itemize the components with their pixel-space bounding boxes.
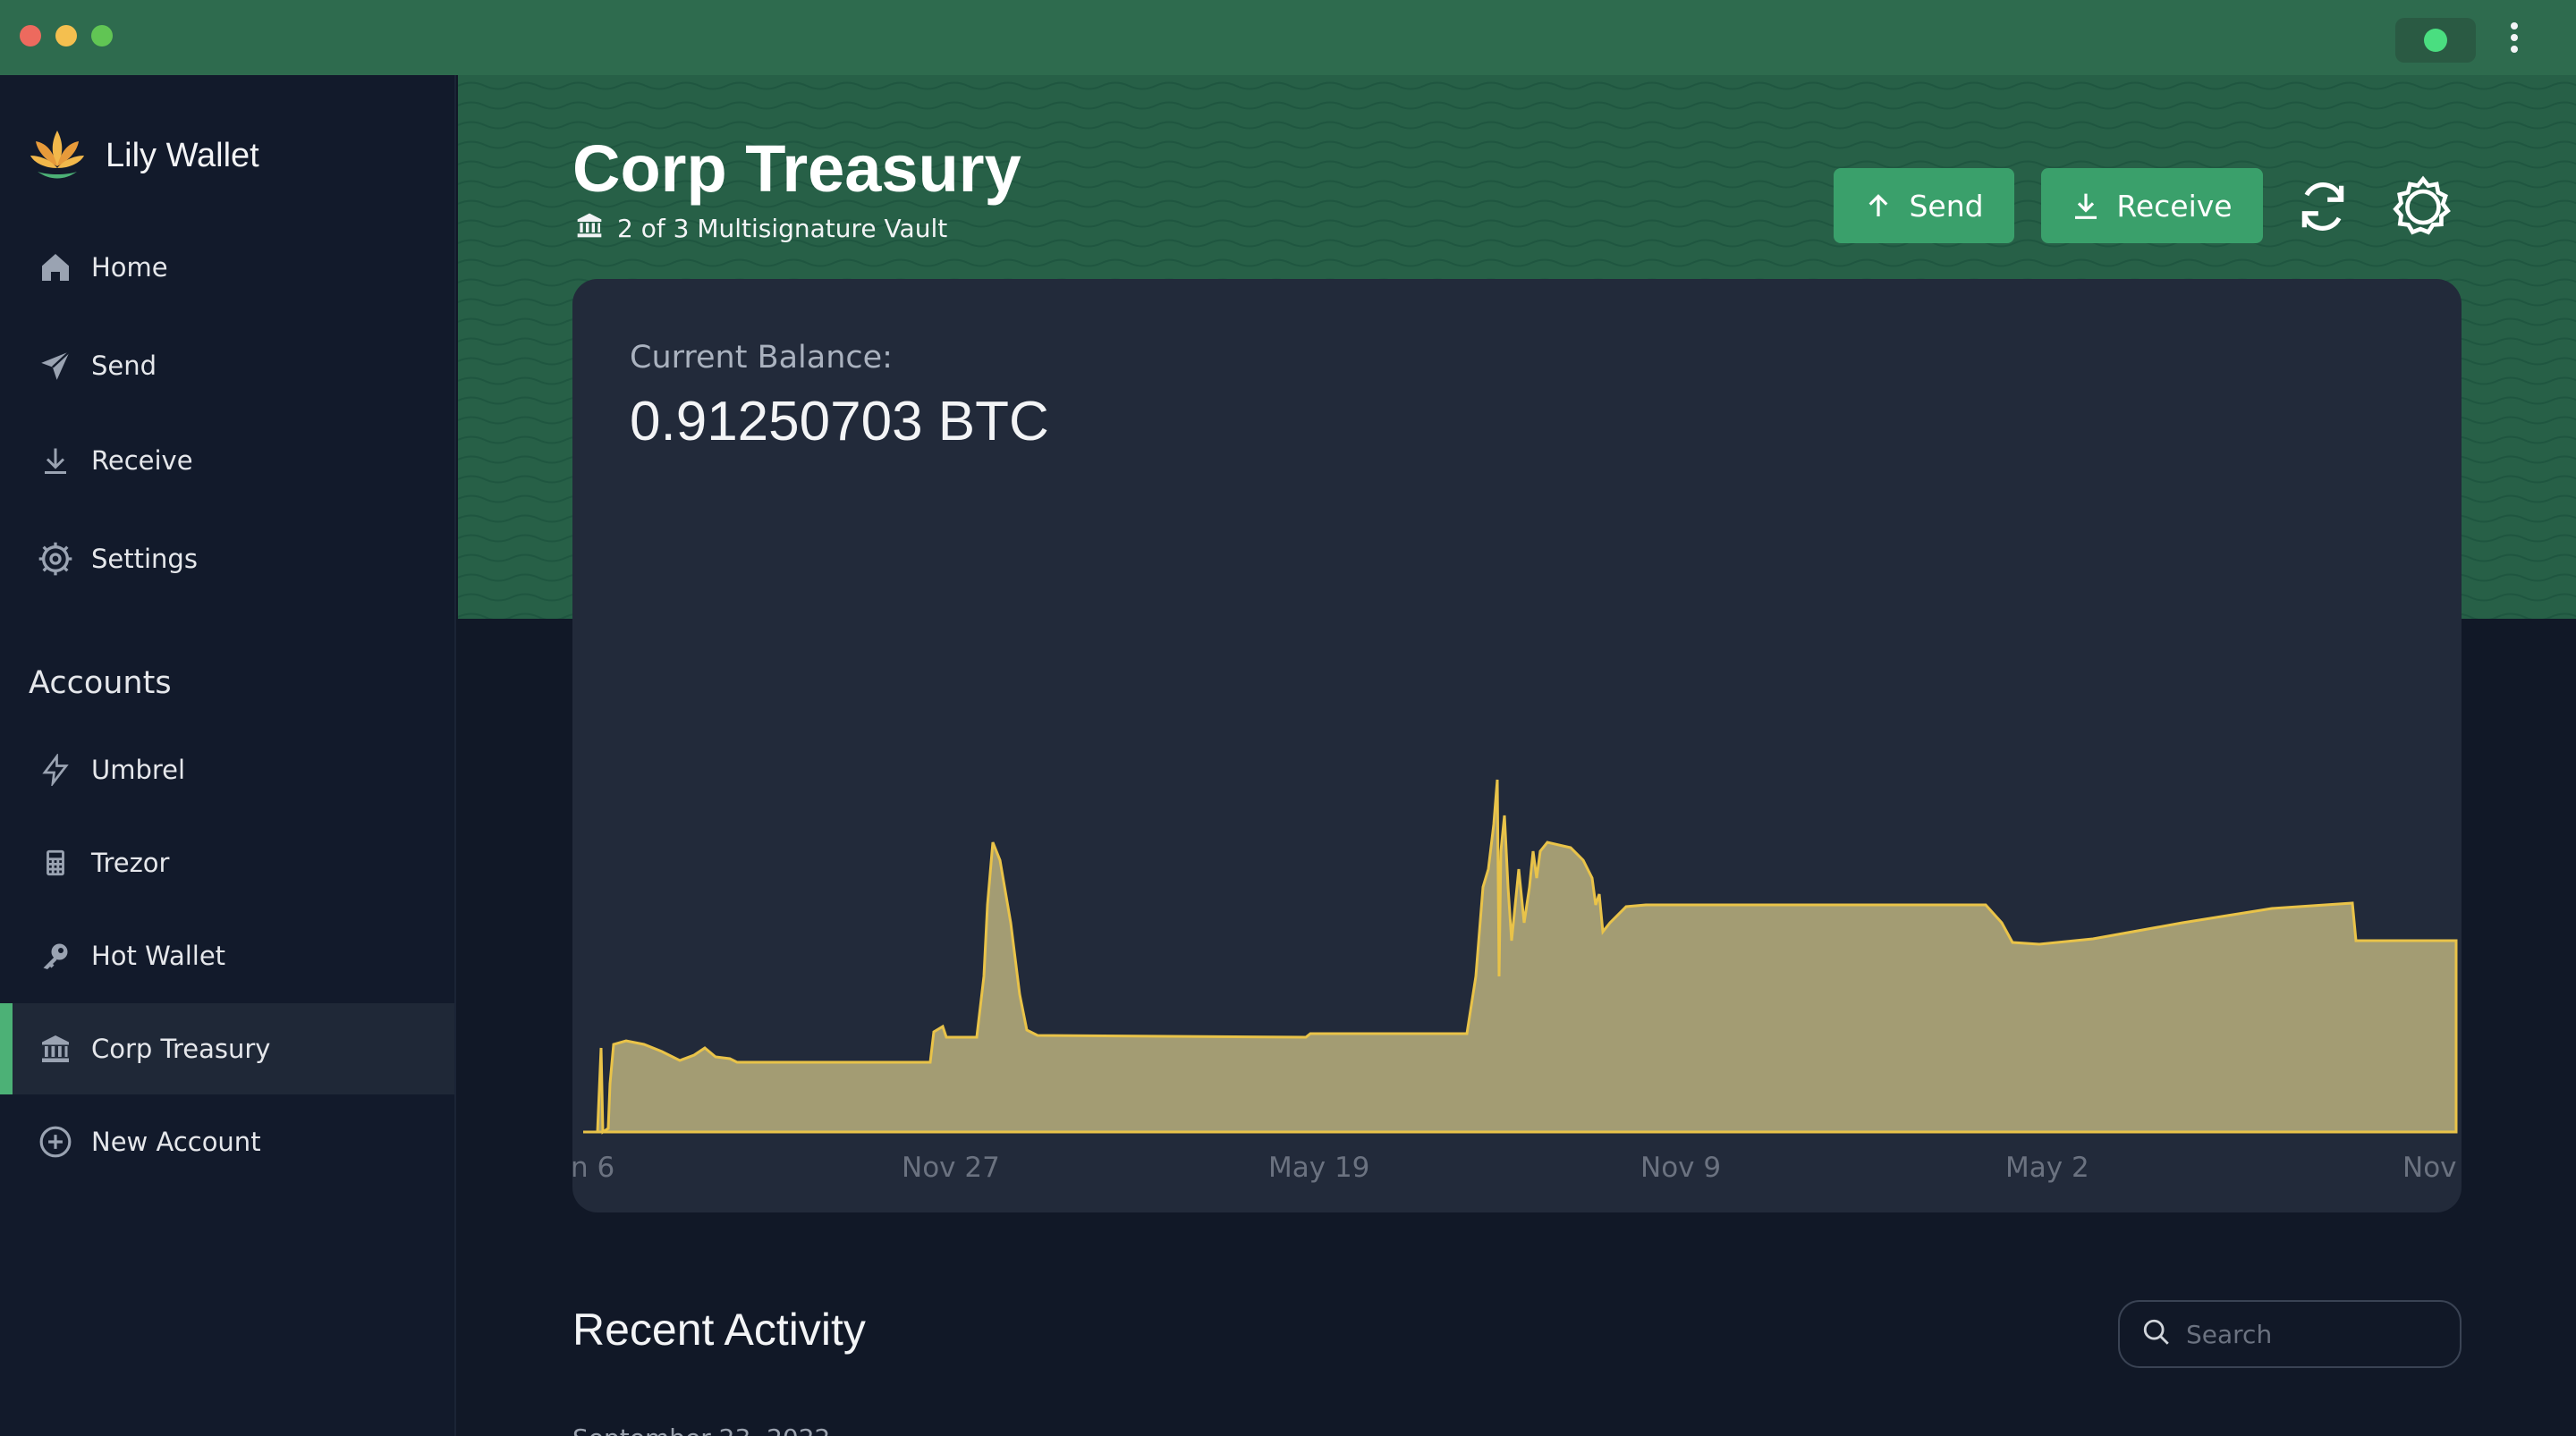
page-title: Corp Treasury	[572, 131, 1021, 206]
close-window-button[interactable]	[20, 25, 41, 46]
x-tick-label: n 6	[572, 1152, 614, 1184]
download-icon	[36, 441, 75, 480]
bank-icon	[36, 1029, 75, 1069]
receive-button-label: Receive	[2116, 188, 2233, 224]
sidebar-item-receive[interactable]: Receive	[0, 415, 454, 506]
balance-label: Current Balance:	[630, 340, 893, 376]
search-input[interactable]	[2186, 1319, 2454, 1349]
balance-chart: n 6 Nov 27 May 19 Nov 9 May 2 Nov	[572, 779, 2458, 1184]
lightning-icon	[36, 750, 75, 790]
sidebar-item-umbrel[interactable]: Umbrel	[0, 724, 454, 815]
balance-card: Current Balance: 0.91250703 BTC n 6 Nov …	[572, 279, 2462, 1212]
sidebar-item-label: Send	[91, 351, 157, 381]
sidebar-item-send[interactable]: Send	[0, 320, 454, 411]
status-dot-icon	[2424, 29, 2447, 52]
send-icon	[36, 346, 75, 385]
sidebar-item-label: Corp Treasury	[91, 1034, 271, 1064]
sidebar-item-corp-treasury[interactable]: Corp Treasury	[0, 1003, 454, 1094]
home-icon	[36, 248, 75, 287]
plus-circle-icon	[36, 1122, 75, 1161]
x-tick-label: Nov	[2402, 1152, 2457, 1184]
window-titlebar	[0, 0, 2576, 75]
accounts-heading: Accounts	[29, 665, 172, 701]
gear-icon	[36, 539, 75, 579]
connection-status[interactable]	[2395, 18, 2476, 63]
x-tick-label: May 2	[2005, 1152, 2089, 1184]
search-icon	[2141, 1317, 2172, 1351]
sidebar-item-label: Home	[91, 252, 168, 283]
app-logo[interactable]: Lily Wallet	[25, 122, 259, 190]
x-tick-label: May 19	[1268, 1152, 1369, 1184]
download-icon	[2072, 190, 2100, 222]
send-button-label: Send	[1909, 188, 1984, 224]
wave-line	[458, 258, 2576, 267]
calculator-icon	[36, 843, 75, 883]
sidebar-item-label: Settings	[91, 544, 198, 574]
app-name: Lily Wallet	[106, 136, 259, 174]
send-button[interactable]: Send	[1834, 168, 2014, 243]
more-menu-icon[interactable]	[2503, 20, 2526, 59]
key-icon	[36, 936, 75, 976]
wave-line	[458, 81, 2576, 90]
search-box[interactable]	[2118, 1300, 2462, 1368]
wave-line	[458, 121, 2576, 130]
sidebar-item-label: Receive	[91, 445, 193, 476]
settings-gear-icon[interactable]	[2390, 173, 2456, 240]
arrow-up-icon	[1864, 191, 1893, 220]
minimize-window-button[interactable]	[55, 25, 77, 46]
balance-area	[583, 779, 2458, 1135]
sidebar-item-new-account[interactable]: New Account	[0, 1096, 454, 1187]
receive-button[interactable]: Receive	[2041, 168, 2263, 243]
main-content: Corp Treasury 2 of 3 Multisignature Vaul…	[458, 75, 2576, 1436]
x-tick-label: Nov 27	[902, 1152, 1000, 1184]
sidebar-item-trezor[interactable]: Trezor	[0, 817, 454, 908]
sidebar: Lily Wallet Home Send Receive Settings A…	[0, 75, 456, 1436]
x-tick-label: Nov 9	[1640, 1152, 1721, 1184]
activity-date-header: September 23, 2022	[572, 1423, 830, 1436]
sidebar-item-settings[interactable]: Settings	[0, 513, 454, 604]
balance-value: 0.91250703 BTC	[630, 391, 1049, 452]
recent-activity-heading: Recent Activity	[572, 1305, 866, 1355]
sidebar-item-label: New Account	[91, 1127, 261, 1157]
sidebar-item-label: Trezor	[91, 848, 170, 878]
sidebar-item-label: Hot Wallet	[91, 941, 226, 971]
sidebar-item-label: Umbrel	[91, 755, 186, 785]
lily-logo-icon	[25, 122, 89, 190]
sidebar-item-hot-wallet[interactable]: Hot Wallet	[0, 910, 454, 1001]
wave-line	[458, 140, 2576, 149]
vault-type-label: 2 of 3 Multisignature Vault	[617, 214, 948, 243]
bank-icon	[574, 211, 605, 246]
vault-type: 2 of 3 Multisignature Vault	[574, 211, 947, 246]
sidebar-item-home[interactable]: Home	[0, 222, 454, 313]
wave-line	[458, 160, 2576, 169]
zoom-window-button[interactable]	[91, 25, 113, 46]
wave-line	[458, 101, 2576, 110]
refresh-icon[interactable]	[2290, 173, 2356, 240]
